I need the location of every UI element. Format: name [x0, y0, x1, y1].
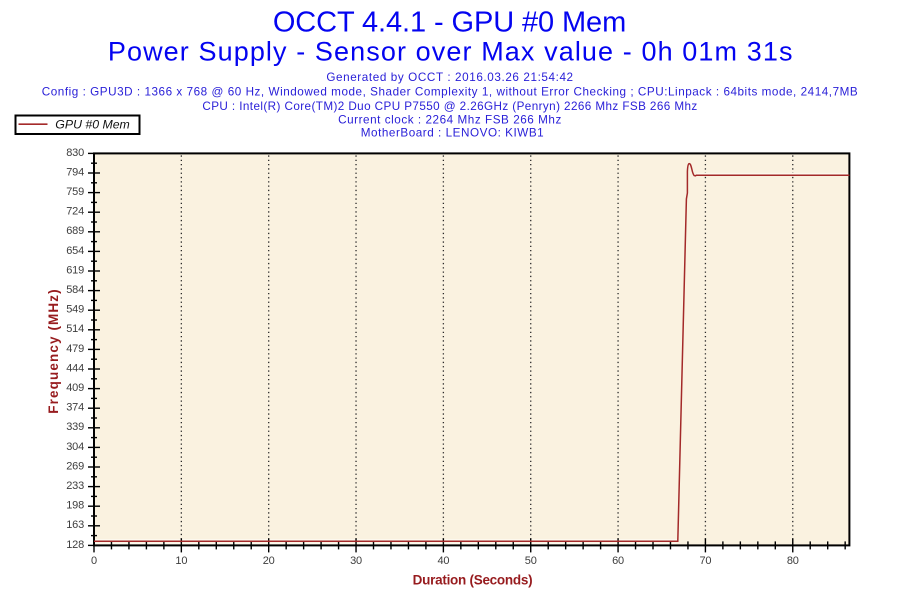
svg-text:374: 374: [66, 402, 84, 414]
svg-text:409: 409: [66, 382, 84, 394]
svg-text:163: 163: [66, 519, 84, 531]
svg-text:50: 50: [525, 555, 537, 567]
svg-text:549: 549: [66, 304, 84, 316]
svg-text:80: 80: [787, 555, 799, 567]
svg-text:Frequency (MHz): Frequency (MHz): [46, 288, 61, 414]
svg-text:Config : GPU3D : 1366 x 768 @: Config : GPU3D : 1366 x 768 @ 60 Hz, Win…: [42, 86, 858, 99]
svg-text:584: 584: [66, 284, 84, 296]
svg-text:128: 128: [66, 539, 84, 551]
svg-text:Duration (Seconds): Duration (Seconds): [413, 573, 533, 588]
svg-text:479: 479: [66, 343, 84, 355]
svg-text:70: 70: [699, 555, 711, 567]
svg-text:198: 198: [66, 500, 84, 512]
svg-text:Power Supply - Sensor over Max: Power Supply - Sensor over Max value - 0…: [108, 37, 794, 67]
svg-text:759: 759: [66, 186, 84, 198]
svg-text:10: 10: [175, 555, 187, 567]
svg-text:444: 444: [66, 362, 84, 374]
svg-text:60: 60: [612, 555, 624, 567]
svg-text:233: 233: [66, 480, 84, 492]
svg-text:Generated by OCCT : 2016.03.26: Generated by OCCT : 2016.03.26 21:54:42: [326, 71, 573, 84]
svg-text:20: 20: [263, 555, 275, 567]
svg-text:MotherBoard : LENOVO: KIWB1: MotherBoard : LENOVO: KIWB1: [361, 127, 544, 140]
svg-text:339: 339: [66, 421, 84, 433]
svg-text:Current clock : 2264 Mhz FSB 2: Current clock : 2264 Mhz FSB 266 Mhz: [338, 113, 562, 126]
svg-text:OCCT 4.4.1 - GPU #0 Mem: OCCT 4.4.1 - GPU #0 Mem: [273, 7, 626, 39]
svg-text:40: 40: [437, 555, 449, 567]
svg-text:654: 654: [66, 245, 84, 257]
svg-text:830: 830: [66, 147, 84, 159]
svg-text:CPU : Intel(R) Core(TM)2 Duo C: CPU : Intel(R) Core(TM)2 Duo CPU P7550 @…: [202, 100, 697, 113]
svg-text:269: 269: [66, 460, 84, 472]
svg-text:619: 619: [66, 264, 84, 276]
svg-text:724: 724: [66, 206, 84, 218]
svg-text:304: 304: [66, 441, 84, 453]
svg-text:GPU #0 Mem: GPU #0 Mem: [55, 118, 129, 132]
svg-text:0: 0: [91, 555, 97, 567]
svg-text:794: 794: [66, 166, 84, 178]
svg-text:514: 514: [66, 323, 84, 335]
svg-text:30: 30: [350, 555, 362, 567]
svg-text:689: 689: [66, 225, 84, 237]
